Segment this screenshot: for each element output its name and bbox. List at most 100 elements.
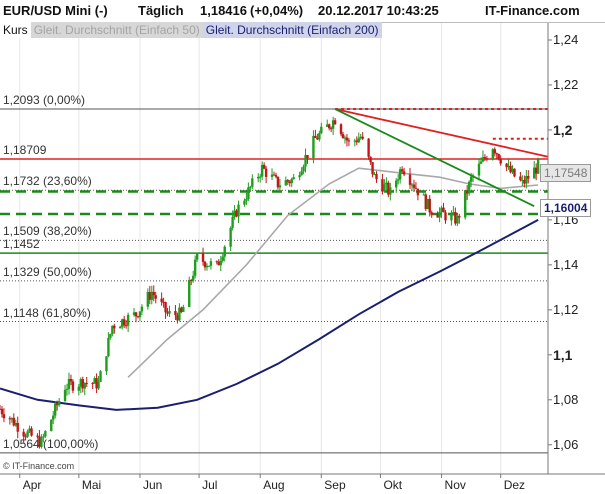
candle-body bbox=[217, 261, 221, 266]
candle-body bbox=[306, 155, 309, 159]
candle-body bbox=[22, 431, 25, 437]
candle-body bbox=[369, 156, 372, 163]
candle-body bbox=[442, 207, 445, 213]
candle-body bbox=[284, 180, 288, 186]
candle-body bbox=[505, 163, 508, 168]
candle-body bbox=[14, 422, 17, 426]
resistance-trendline bbox=[334, 108, 549, 158]
ma50-price-tag: 1,17548 bbox=[540, 164, 592, 182]
candle-body bbox=[298, 175, 301, 178]
candle-body bbox=[426, 198, 429, 210]
candle-body bbox=[201, 253, 205, 262]
candle-body bbox=[509, 165, 512, 173]
candle-body bbox=[511, 168, 514, 173]
candle-body bbox=[440, 207, 443, 213]
fib-label: 1,0564 (100,00%) bbox=[3, 436, 99, 451]
candle-body bbox=[134, 312, 138, 317]
candle-body bbox=[221, 256, 224, 261]
candle-body bbox=[36, 435, 39, 437]
legend-kurs[interactable]: Kurs bbox=[0, 22, 31, 38]
candle-body bbox=[168, 310, 171, 314]
candle-body bbox=[400, 169, 404, 172]
candle-body bbox=[69, 378, 73, 382]
trendlines bbox=[334, 108, 549, 207]
candle-body bbox=[50, 419, 53, 432]
candle-body bbox=[329, 128, 333, 130]
candle-body bbox=[203, 261, 207, 268]
candle-body bbox=[260, 164, 264, 177]
candle-body bbox=[0, 408, 2, 410]
candle-body bbox=[71, 381, 75, 391]
y-tick-label: 1,24 bbox=[553, 31, 579, 47]
candle-body bbox=[302, 166, 305, 172]
candle-body bbox=[95, 378, 98, 389]
y-tick-label: 1,14 bbox=[553, 256, 579, 272]
candle-body bbox=[444, 212, 447, 221]
candle-body bbox=[91, 382, 94, 384]
candle-body bbox=[85, 382, 88, 384]
y-tick-label: 1,12 bbox=[553, 301, 579, 317]
candle-body bbox=[422, 194, 426, 196]
candle-body bbox=[320, 126, 323, 134]
candle-body bbox=[396, 179, 400, 181]
candle-body bbox=[188, 280, 191, 307]
candle-body bbox=[327, 124, 331, 129]
candle-body bbox=[63, 389, 67, 402]
x-tick-label: Okt bbox=[383, 478, 403, 492]
candle-body bbox=[436, 214, 439, 218]
candle-body bbox=[160, 298, 163, 303]
x-tick-label: Apr bbox=[22, 478, 42, 492]
candle-body bbox=[373, 174, 376, 176]
candle-body bbox=[536, 159, 540, 174]
y-tick-label: 1,22 bbox=[553, 76, 579, 92]
candle-body bbox=[385, 182, 388, 185]
candle-body bbox=[259, 176, 262, 178]
candle-body bbox=[387, 182, 390, 195]
candle-body bbox=[247, 187, 250, 200]
candle-body bbox=[195, 253, 199, 260]
candle-body bbox=[464, 190, 467, 218]
legend-ma50[interactable]: Gleit. Durchschnitt (Einfach 50) bbox=[30, 22, 203, 38]
candle-body bbox=[42, 436, 45, 438]
candle-body bbox=[527, 176, 530, 179]
candle-body bbox=[237, 204, 240, 217]
candle-body bbox=[383, 184, 386, 192]
candle-body bbox=[107, 337, 110, 357]
candle-body bbox=[507, 165, 510, 168]
candle-body bbox=[410, 184, 414, 186]
fib-label: 1,2093 (0,00%) bbox=[3, 93, 86, 108]
candle-body bbox=[395, 180, 398, 188]
last-price: 1,18416 bbox=[200, 3, 247, 18]
candle-body bbox=[65, 388, 69, 390]
candle-body bbox=[38, 436, 41, 447]
candle-body bbox=[8, 418, 12, 420]
chart-frame bbox=[0, 22, 605, 478]
candle-body bbox=[326, 124, 329, 127]
candle-body bbox=[361, 136, 364, 139]
candle-body bbox=[136, 316, 140, 318]
candle-body bbox=[30, 428, 33, 436]
candle-body bbox=[300, 171, 303, 176]
candle-body bbox=[513, 168, 516, 177]
y-tick-label: 1,2 bbox=[553, 121, 573, 138]
candle-body bbox=[99, 371, 102, 382]
candle-body bbox=[180, 307, 183, 312]
candle-body bbox=[497, 154, 500, 160]
candle-body bbox=[146, 291, 150, 307]
candle-body bbox=[55, 403, 59, 406]
candle-body bbox=[278, 185, 282, 188]
candle-body bbox=[286, 180, 289, 182]
candle-body bbox=[16, 422, 19, 432]
candle-body bbox=[495, 153, 498, 155]
price-change: (+0,04%) bbox=[250, 3, 304, 18]
candle-body bbox=[81, 379, 84, 389]
timestamp: 20.12.2017 10:43:25 bbox=[318, 3, 439, 18]
candle-body bbox=[341, 134, 345, 139]
legend-ma200[interactable]: Gleit. Durchschnitt (Einfach 200) bbox=[202, 22, 382, 38]
candle-body bbox=[355, 140, 358, 143]
candle-body bbox=[207, 265, 211, 267]
candle-body bbox=[0, 408, 4, 415]
ma200-line bbox=[0, 219, 539, 411]
candle-body bbox=[57, 401, 61, 406]
candle-body bbox=[126, 314, 130, 326]
